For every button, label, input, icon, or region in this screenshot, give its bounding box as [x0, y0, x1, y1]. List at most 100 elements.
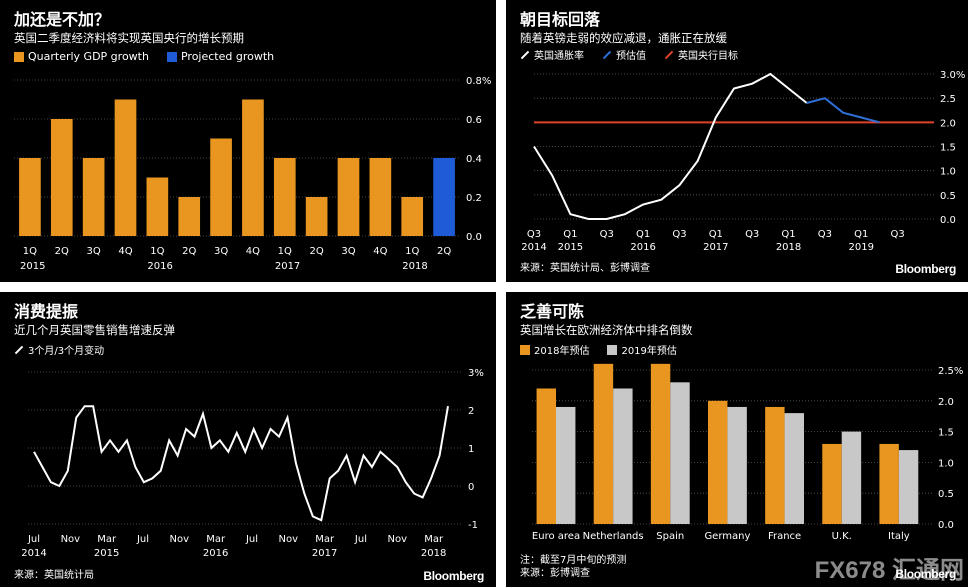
- inflation-ytick-label: 2.0: [940, 118, 956, 129]
- inflation-xtick-label: Q1: [781, 229, 795, 240]
- inflation-ytick-label: 3.0%: [940, 70, 965, 81]
- gdp-ytick-label: 0.6: [466, 115, 482, 126]
- europe-ytick-label: 0.5: [938, 489, 954, 500]
- inflation-xtick-label: Q3: [818, 229, 832, 240]
- inflation-ytick-label: 1.5: [940, 143, 956, 154]
- retail-xtick-label: Nov: [279, 534, 299, 545]
- gdp-legend-swatch-1: [166, 51, 177, 62]
- europe-note: 注：截至7月中旬的预测: [520, 555, 627, 566]
- retail-line: [33, 405, 449, 522]
- gdp-legend-label-1: Projected growth: [180, 50, 275, 63]
- gdp-bar: [401, 197, 424, 236]
- retail-ytick-label: 0: [468, 482, 474, 493]
- gdp-xtick-label: 4Q: [246, 246, 260, 257]
- inflation-subtitle: 随着英镑走弱的效应减退，通胀正在放缓: [520, 31, 727, 45]
- retail-xtick-label: Jul: [136, 534, 149, 545]
- retail-year-label: 2016: [203, 548, 228, 559]
- inflation-year-label: 2018: [776, 242, 801, 253]
- gdp-panel: 加还是不加？ 英国二季度经济料将实现英国央行的增长预期 Quarterly GD…: [0, 0, 496, 282]
- europe-legend-swatch-1: [607, 344, 618, 355]
- inflation-actual-line: [533, 72, 808, 220]
- gdp-bar: [242, 99, 264, 236]
- inflation-year-label: 2019: [849, 242, 874, 253]
- retail-xtick-label: Mar: [315, 534, 335, 545]
- gdp-xtick-label: 2Q: [182, 246, 196, 257]
- gdp-xtick-label: 1Q: [23, 246, 37, 257]
- gdp-legend: Quarterly GDP growth Projected growth: [14, 50, 286, 63]
- inflation-legend-label-0: 英国通胀率: [534, 51, 584, 62]
- inflation-legend-label-2: 英国央行目标: [678, 51, 738, 62]
- gdp-bar: [82, 158, 105, 236]
- gdp-year-label: 2017: [275, 261, 300, 272]
- retail-year-label: 2018: [421, 548, 446, 559]
- retail-subtitle: 近几个月英国零售销售增速反弹: [14, 323, 175, 337]
- gdp-xtick-label: 2Q: [310, 246, 324, 257]
- europe-ytick-label: 1.5: [938, 428, 954, 439]
- gdp-bar: [146, 177, 169, 236]
- retail-ytick-label: 1: [468, 444, 474, 455]
- europe-xtick-label: U.K.: [832, 531, 852, 542]
- gdp-xtick-label: 2Q: [55, 246, 69, 257]
- europe-xtick-label: France: [768, 531, 801, 542]
- europe-legend-swatch-0: [520, 344, 530, 355]
- inflation-source: 来源：英国统计局、彭博调查: [520, 263, 650, 274]
- gdp-xtick-label: 1Q: [150, 246, 164, 257]
- watermark: FX678 汇通网: [814, 557, 964, 584]
- europe-bar-chart: 2.5% 2.0 1.5 1.0 0.5 0.0 Euro area Netherlands S…: [532, 363, 963, 542]
- retail-xtick-label: Jul: [27, 534, 40, 545]
- europe-panel: 乏善可陈 英国增长在欧洲经济体中排名倒数 2018年预估 2019年预估 2.5…: [506, 292, 968, 587]
- retail-xtick-label: Nov: [61, 534, 81, 545]
- gdp-ytick-label: 0.0: [466, 232, 482, 243]
- retail-legend-label-0: 3个月/3个月变动: [28, 346, 105, 357]
- inflation-year-label: 2014: [521, 242, 546, 253]
- europe-brand: Bloomberg: [895, 567, 956, 581]
- europe-source: 来源：彭博调查: [520, 568, 590, 579]
- inflation-panel: 朝目标回落 随着英镑走弱的效应减退，通胀正在放缓 英国通胀率 预估值 英国央行目…: [506, 0, 968, 282]
- gdp-xtick-label: 3Q: [214, 246, 228, 257]
- retail-year-label: 2014: [21, 548, 46, 559]
- retail-xtick-label: Jul: [354, 534, 367, 545]
- retail-xtick-label: Mar: [424, 534, 444, 545]
- europe-bar: [613, 388, 633, 524]
- europe-ytick-label: 2.0: [938, 397, 954, 408]
- europe-bar: [822, 443, 842, 524]
- gdp-bar: [433, 158, 455, 236]
- gdp-bar: [114, 99, 137, 236]
- inflation-legend-swatch-0: [520, 50, 530, 59]
- gdp-year-label: 2015: [20, 261, 45, 272]
- inflation-xtick-label: Q3: [745, 229, 759, 240]
- gdp-xtick-label: 2Q: [437, 246, 451, 257]
- gdp-ytick-label: 0.2: [466, 193, 482, 204]
- europe-bar: [650, 363, 671, 524]
- inflation-legend-swatch-1: [602, 50, 612, 59]
- europe-bar: [536, 388, 556, 524]
- gdp-xtick-label: 4Q: [118, 246, 132, 257]
- europe-bar: [727, 406, 747, 524]
- inflation-forecast-line: [806, 97, 880, 124]
- retail-xtick-label: Nov: [170, 534, 190, 545]
- europe-legend-label-0: 2018年预估: [534, 346, 590, 357]
- gdp-bar: [273, 158, 296, 236]
- europe-bar: [784, 413, 804, 524]
- europe-legend-label-1: 2019年预估: [621, 346, 677, 357]
- retail-legend-swatch-0: [14, 345, 24, 354]
- europe-ytick-label: 0.0: [938, 520, 954, 531]
- inflation-year-label: 2015: [558, 242, 583, 253]
- europe-xtick-label: Euro area: [532, 531, 580, 542]
- europe-xtick-label: Italy: [888, 531, 910, 542]
- gdp-subtitle: 英国二季度经济料将实现英国央行的增长预期: [14, 31, 244, 45]
- europe-bar: [879, 443, 899, 524]
- europe-bar: [593, 363, 614, 524]
- inflation-title: 朝目标回落: [520, 10, 601, 29]
- retail-ytick-label: 2: [468, 406, 474, 417]
- europe-bar: [670, 382, 690, 524]
- retail-xtick-label: Mar: [97, 534, 117, 545]
- gdp-year-label: 2016: [147, 261, 172, 272]
- europe-xtick-label: Netherlands: [583, 531, 644, 542]
- inflation-year-label: 2016: [630, 242, 655, 253]
- gdp-bar: [369, 158, 392, 236]
- inflation-brand: Bloomberg: [895, 262, 956, 276]
- retail-title: 消费提振: [14, 302, 79, 321]
- gdp-title: 加还是不加？: [14, 10, 111, 29]
- inflation-xtick-label: Q3: [527, 229, 541, 240]
